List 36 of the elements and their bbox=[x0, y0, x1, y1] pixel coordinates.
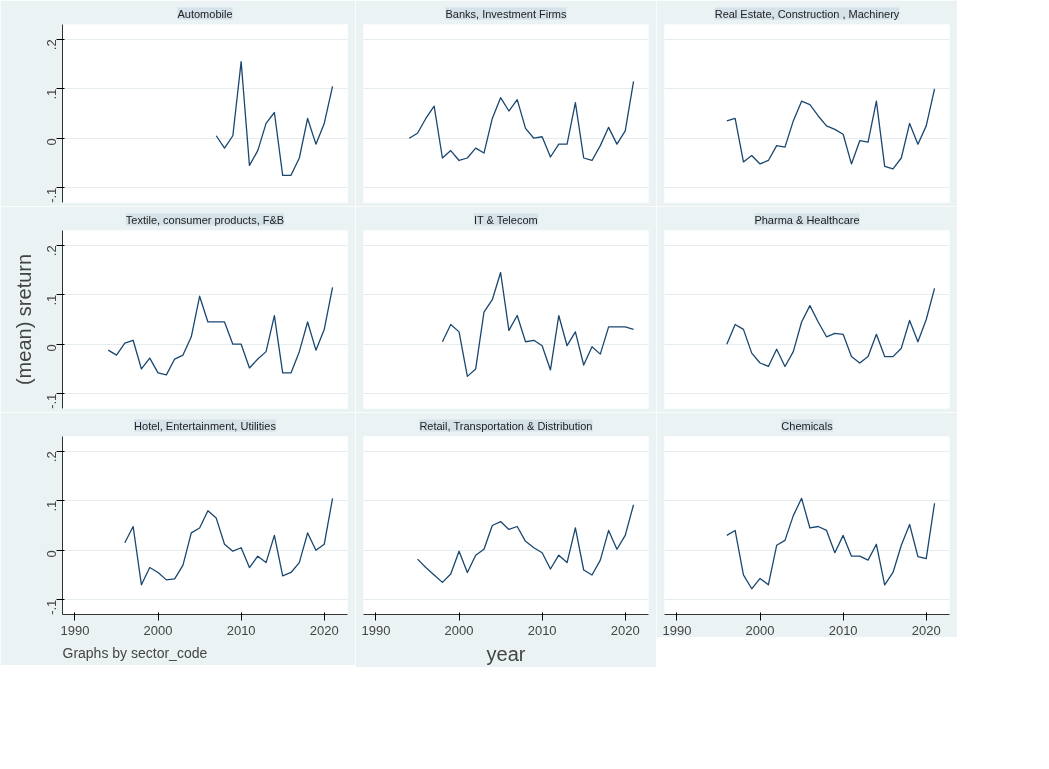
x-tick-label: 2020 bbox=[309, 622, 339, 638]
y-tick-label: .2 bbox=[44, 451, 59, 463]
x-tick-label: 1990 bbox=[662, 622, 692, 638]
y-tick-label: 0 bbox=[44, 550, 59, 558]
x-tick-label: 2010 bbox=[527, 622, 557, 638]
x-tick-label: 2000 bbox=[143, 622, 173, 638]
chart-title: Textile, consumer products, F&B bbox=[125, 213, 285, 226]
chart-title: IT & Telecom bbox=[473, 213, 538, 226]
x-tick-label: 2010 bbox=[226, 622, 256, 638]
y-axis-title: (mean) sreturn bbox=[12, 253, 35, 386]
y-tick-label: -.1 bbox=[44, 187, 59, 203]
chart-title: Chemicals bbox=[781, 419, 834, 432]
y-tick-label: 0 bbox=[44, 138, 59, 146]
y-tick-label: -.1 bbox=[44, 393, 59, 409]
chart-title: Hotel, Entertainment, Utilities bbox=[134, 419, 277, 432]
x-tick-label: 2000 bbox=[444, 622, 474, 638]
y-tick-label: .2 bbox=[44, 245, 59, 257]
chart-title: Banks, Investment Firms bbox=[445, 7, 568, 20]
chart-title: Pharma & Healthcare bbox=[754, 213, 860, 226]
x-tick-label: 2020 bbox=[911, 622, 941, 638]
x-tick-label: 1990 bbox=[60, 622, 90, 638]
y-tick-label: 0 bbox=[44, 344, 59, 352]
x-tick-label: 2010 bbox=[828, 622, 858, 638]
chart-title: Retail, Transportation & Distribution bbox=[419, 419, 593, 432]
y-tick-label: .2 bbox=[44, 39, 59, 51]
y-tick-label: .1 bbox=[44, 88, 59, 100]
y-tick-label: .1 bbox=[44, 294, 59, 306]
y-tick-label: -.1 bbox=[44, 599, 59, 615]
x-axis-title: year bbox=[486, 642, 526, 665]
y-tick-label: .1 bbox=[44, 500, 59, 512]
x-tick-label: 2000 bbox=[745, 622, 775, 638]
chart-title: Real Estate, Construction , Machinery bbox=[714, 7, 900, 20]
x-tick-label: 1990 bbox=[361, 622, 391, 638]
text: Graphs by sector_code bbox=[62, 644, 208, 661]
x-tick-label: 2020 bbox=[610, 622, 640, 638]
chart-title: Automobile bbox=[177, 7, 233, 20]
